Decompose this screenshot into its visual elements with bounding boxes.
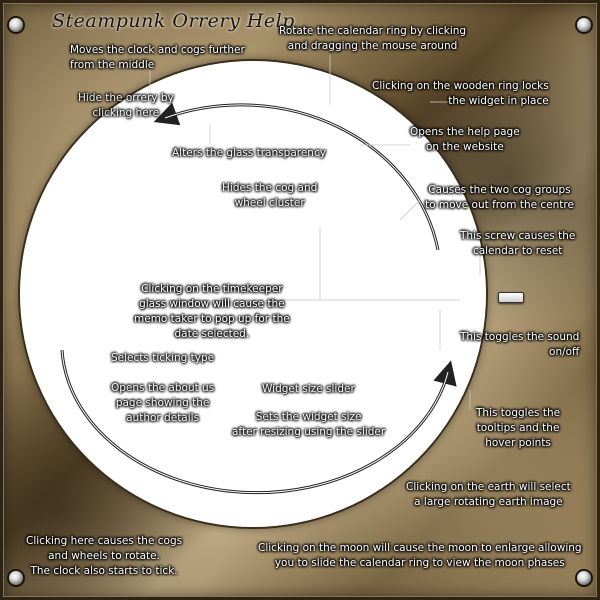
about-page-label: Opens the about us page showing the author… [111, 382, 215, 424]
sound-toggle-label: This toggles the sound on/off [460, 331, 580, 358]
size-slider-label: Widget size slider [262, 383, 355, 395]
page-title: Steampunk Orrery Help [52, 10, 295, 32]
screw-icon [577, 571, 591, 585]
screw-icon [9, 18, 23, 32]
hide-cog-label: Hides the cog and wheel cluster [222, 182, 318, 209]
timekeeper-label: Clicking on the timekeeper glass window w… [134, 283, 290, 340]
ticking-type-label: Selects ticking type [111, 352, 215, 364]
screw-reset-label: This screw causes the calendar to reset [460, 230, 576, 257]
lever-icon[interactable] [498, 292, 524, 303]
moon-label: Clicking on the moon will cause the moon… [258, 542, 582, 569]
glass-transparency-label: Alters the glass transparency [172, 147, 326, 159]
orrery-glass[interactable] [20, 61, 486, 527]
wooden-ring-label: Clicking on the wooden ring locks the wid… [372, 80, 549, 107]
size-slider-sub-label: Sets the widget size after resizing using… [232, 411, 386, 438]
hide-orrery-label: Hide the orrery by clicking here [78, 92, 174, 119]
moves-clock-label: Moves the clock and cogs further from the… [70, 44, 245, 71]
tooltips-label: This toggles the tooltips and the hover po… [476, 407, 561, 449]
cogs-rotate-label: Clicking here causes the cogs and wheels … [26, 535, 183, 577]
help-page-label: Opens the help page on the website [410, 126, 520, 153]
earth-label: Clicking on the earth will select a large… [406, 481, 571, 508]
rotate-calendar-label: Rotate the calendar ring by clicking and … [279, 25, 467, 52]
cog-groups-label: Causes the two cog groups to move out fro… [425, 184, 574, 211]
screw-icon [9, 571, 23, 585]
screw-icon [577, 18, 591, 32]
